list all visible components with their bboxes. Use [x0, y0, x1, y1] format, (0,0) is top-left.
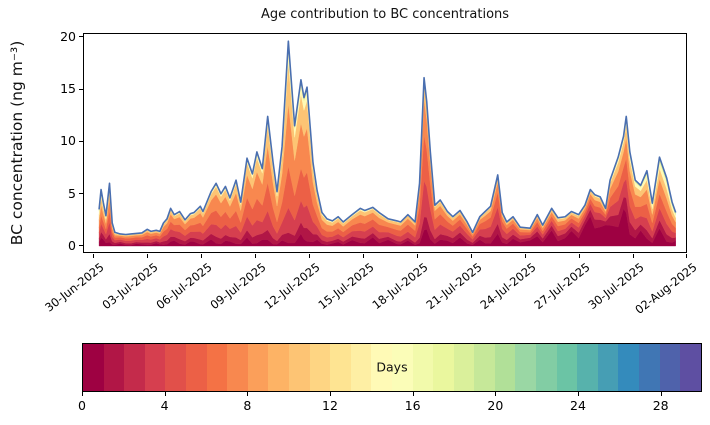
x-tick-mark — [255, 254, 257, 258]
y-tick-label: 5 — [68, 185, 76, 201]
colorbar-segment — [412, 344, 434, 391]
x-tick-mark — [362, 254, 364, 258]
colorbar-segment — [433, 344, 454, 391]
colorbar-tick-label: 8 — [243, 398, 252, 413]
colorbar-tick-label: 4 — [160, 398, 169, 413]
colorbar-segment — [227, 344, 248, 391]
colorbar-segment — [659, 344, 681, 391]
y-tick-mark — [79, 193, 83, 195]
colorbar-tick-mark — [164, 392, 166, 396]
colorbar-tick-mark — [82, 392, 83, 396]
colorbar-segment — [474, 344, 495, 391]
colorbar-segment — [453, 344, 475, 391]
colorbar-tick-mark — [495, 392, 497, 396]
colorbar-segment — [124, 344, 145, 391]
x-tick-mark — [93, 254, 95, 258]
x-tick-mark — [524, 254, 526, 258]
colorbar-tick-label: 24 — [570, 398, 586, 413]
colorbar-segment — [515, 344, 537, 391]
x-tick-mark — [309, 254, 311, 258]
x-tick-mark — [416, 254, 418, 258]
chart-title: Age contribution to BC concentrations — [260, 7, 510, 22]
x-tick-mark — [470, 254, 472, 258]
y-tick-mark — [79, 245, 83, 247]
x-tick-mark — [147, 254, 149, 258]
colorbar-segment — [639, 344, 660, 391]
total-bc-line — [98, 40, 677, 236]
colorbar-tick-label: 16 — [404, 398, 421, 413]
colorbar-segment — [371, 344, 392, 391]
colorbar — [82, 343, 702, 392]
colorbar-segment — [268, 344, 289, 391]
colorbar-tick-label: 20 — [487, 398, 504, 413]
colorbar-label: Days — [376, 359, 408, 375]
colorbar-tick-label: 0 — [78, 398, 86, 413]
colorbar-segment — [185, 344, 207, 391]
colorbar-segment — [144, 344, 166, 391]
x-tick-mark — [201, 254, 203, 258]
y-tick-mark — [79, 88, 83, 90]
colorbar-segment — [103, 344, 125, 391]
colorbar-tick-label: 28 — [652, 398, 669, 413]
colorbar-segment — [391, 344, 413, 391]
y-tick-mark — [79, 36, 83, 38]
y-tick-label: 0 — [68, 237, 76, 253]
colorbar-segment — [288, 344, 310, 391]
colorbar-segment — [556, 344, 578, 391]
colorbar-tick-mark — [247, 392, 249, 396]
colorbar-segment — [577, 344, 598, 391]
colorbar-segment — [309, 344, 331, 391]
colorbar-tick-mark — [330, 392, 331, 396]
colorbar-segment — [494, 344, 516, 391]
colorbar-segment — [83, 344, 104, 391]
colorbar-segment — [165, 344, 186, 391]
x-tick-mark — [632, 254, 634, 258]
colorbar-segment — [597, 344, 619, 391]
x-tick-mark — [686, 254, 688, 258]
colorbar-tick-mark — [412, 392, 414, 396]
y-tick-mark — [79, 140, 83, 142]
colorbar-segment — [330, 344, 351, 391]
y-tick-label: 15 — [60, 81, 76, 97]
colorbar-segment — [680, 344, 701, 391]
colorbar-segment — [247, 344, 269, 391]
colorbar-segment — [618, 344, 640, 391]
colorbar-segment — [206, 344, 228, 391]
colorbar-segment — [536, 344, 557, 391]
colorbar-tick-mark — [578, 392, 579, 396]
colorbar-segment — [350, 344, 372, 391]
y-tick-label: 20 — [60, 28, 76, 44]
colorbar-tick-label: 12 — [322, 398, 338, 413]
y-tick-label: 10 — [60, 133, 76, 149]
colorbar-tick-mark — [660, 392, 662, 396]
x-tick-mark — [578, 254, 580, 258]
